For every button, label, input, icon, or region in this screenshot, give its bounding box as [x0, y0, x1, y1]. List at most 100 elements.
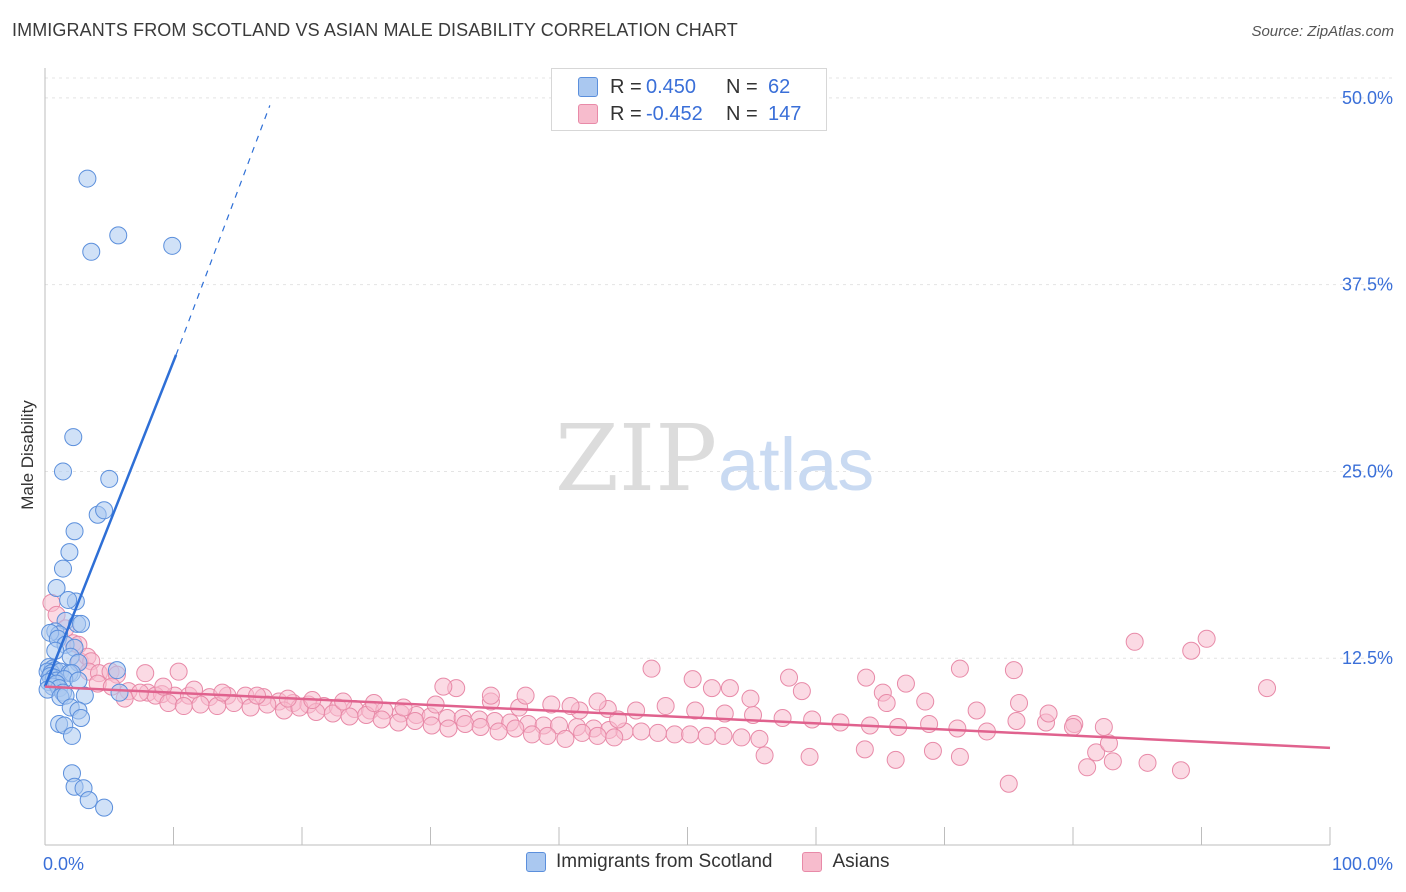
axes	[44, 68, 1331, 846]
scotland-point	[59, 590, 78, 609]
tick-labels: 12.5% 25.0% 37.5% 50.0% 0.0% 100.0%	[43, 88, 1393, 874]
asians-point	[471, 717, 490, 736]
scotland-point	[82, 242, 101, 261]
asians-point	[556, 729, 575, 748]
asians-point	[948, 719, 967, 738]
legend-r-value: -0.452	[646, 102, 703, 125]
asians-point	[340, 707, 359, 726]
asians-point	[642, 659, 661, 678]
asians-point	[999, 774, 1018, 793]
y-tick-label: 12.5%	[1342, 648, 1393, 668]
scotland-trend-line	[43, 354, 178, 688]
watermark: ZIP atlas	[555, 405, 874, 512]
trend-lines	[43, 105, 1331, 750]
asians-point	[950, 659, 969, 678]
asians-point	[702, 679, 721, 698]
asians-point	[1182, 641, 1201, 660]
scotland-point	[64, 428, 83, 447]
asians-point	[372, 710, 391, 729]
asians-point	[683, 670, 702, 689]
asians-point	[1004, 661, 1023, 680]
asians-point	[588, 692, 607, 711]
asians-point	[1094, 717, 1113, 736]
asians-point	[1258, 679, 1277, 698]
asians-point	[803, 710, 822, 729]
scotland-legend-label: Immigrants from Scotland	[556, 851, 773, 872]
asians-point	[632, 722, 651, 741]
scotland-point	[107, 661, 126, 680]
asians-point	[523, 725, 542, 744]
asians-point	[406, 711, 425, 730]
asians-point	[1078, 758, 1097, 777]
asians-point	[780, 668, 799, 687]
series-legend: Immigrants from Scotland Asians	[526, 851, 920, 873]
x-tick-label-max: 100.0%	[1332, 854, 1393, 874]
scotland-point	[75, 686, 94, 705]
asians-point	[542, 695, 561, 714]
asians-point	[916, 692, 935, 711]
scotland-point	[110, 683, 129, 702]
asians-point	[434, 677, 453, 696]
asians-point	[538, 726, 557, 745]
asians-point	[896, 674, 915, 693]
asians-point	[750, 729, 769, 748]
asians-point	[1087, 743, 1106, 762]
scotland-point	[78, 169, 97, 188]
asians-point	[755, 746, 774, 765]
y-tick-label: 50.0%	[1342, 88, 1393, 108]
legend-item-scotland[interactable]: Immigrants from Scotland	[526, 851, 772, 873]
legend-item-asians[interactable]: Asians	[802, 851, 890, 873]
asians-point	[656, 697, 675, 716]
scotland-point	[95, 501, 114, 520]
legend-n-value: 62	[768, 75, 791, 98]
asians-point	[1125, 632, 1144, 651]
asians-point	[857, 668, 876, 687]
scotland-point	[60, 543, 79, 562]
scotland-point	[47, 578, 66, 597]
asians-point	[686, 701, 705, 720]
asians-point	[489, 722, 508, 741]
chart-title: IMMIGRANTS FROM SCOTLAND VS ASIAN MALE D…	[12, 20, 738, 40]
asians-legend-label: Asians	[832, 851, 890, 872]
asians-point	[588, 726, 607, 745]
asians-point	[439, 719, 458, 738]
asians-point	[185, 680, 204, 699]
asians-point	[191, 695, 210, 714]
asians-point	[950, 747, 969, 766]
asians-point	[1007, 711, 1026, 730]
scotland-legend-swatch	[526, 852, 546, 872]
asians-point	[773, 708, 792, 727]
asians-point	[665, 725, 684, 744]
scotland-point	[62, 726, 81, 745]
scotland-point	[65, 522, 84, 541]
correlation-legend: R = 0.450 N = 62 R = -0.452 N = 147	[551, 68, 827, 131]
asians-point	[389, 713, 408, 732]
scotland-point	[163, 236, 182, 255]
watermark-zip: ZIP	[555, 405, 717, 512]
asians-point	[923, 741, 942, 760]
legend-row-asians: R = -0.452 N = 147	[578, 102, 801, 126]
asians-point	[605, 728, 624, 747]
asians-point	[456, 714, 475, 733]
asians-point	[648, 723, 667, 742]
asians-point	[481, 686, 500, 705]
asians-point	[136, 664, 155, 683]
asians-point	[422, 716, 441, 735]
legend-n-label: N =	[726, 75, 758, 98]
asians-point	[516, 686, 535, 705]
scotland-trend-extension	[175, 105, 271, 356]
asians-point	[1171, 761, 1190, 780]
scotland-point	[109, 226, 128, 245]
asians-point	[967, 701, 986, 720]
scotland-point	[95, 798, 114, 817]
scotland-point	[53, 559, 72, 578]
legend-row-scotland: R = 0.450 N = 62	[578, 75, 790, 99]
asians-point	[732, 728, 751, 747]
asians-point	[741, 689, 760, 708]
asians-point	[174, 697, 193, 716]
asians-point	[1099, 734, 1118, 753]
asians-legend-swatch	[802, 852, 823, 872]
scotland-point	[71, 708, 90, 727]
asians-point	[697, 726, 716, 745]
